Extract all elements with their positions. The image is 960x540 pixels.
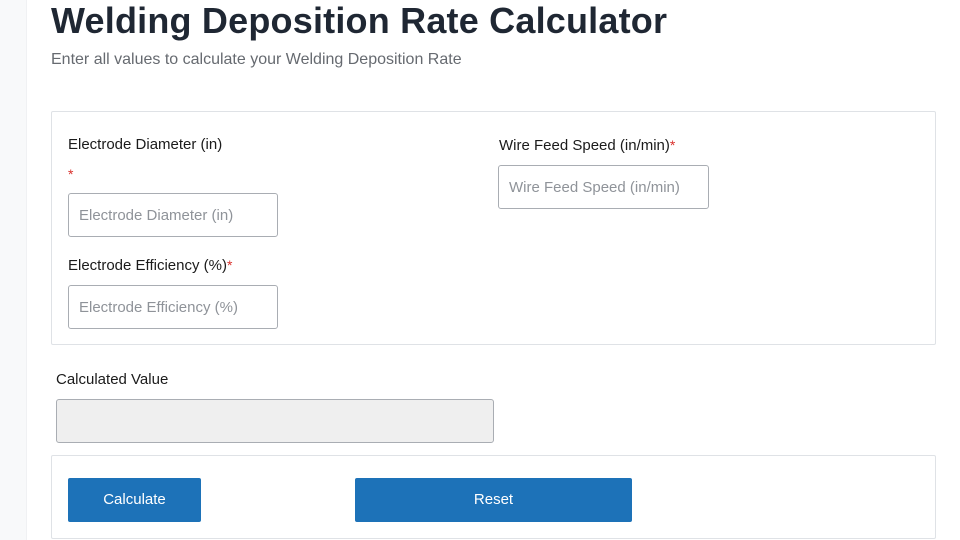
- electrode-diameter-label-text: Electrode Diameter (in): [68, 136, 223, 153]
- calculate-button[interactable]: Calculate: [68, 478, 201, 522]
- electrode-efficiency-label: Electrode Efficiency (%)*: [68, 256, 232, 275]
- wire-feed-speed-label: Wire Feed Speed (in/min)*: [499, 136, 675, 155]
- electrode-efficiency-input[interactable]: [68, 285, 278, 329]
- calculated-value-label: Calculated Value: [56, 371, 169, 388]
- electrode-efficiency-label-text: Electrode Efficiency (%): [68, 257, 227, 274]
- wire-feed-speed-input[interactable]: [498, 165, 709, 209]
- electrode-efficiency-required-mark: *: [226, 257, 233, 273]
- page-subtitle: Enter all values to calculate your Weldi…: [51, 51, 462, 68]
- reset-button[interactable]: Reset: [355, 478, 632, 522]
- electrode-diameter-input[interactable]: [68, 193, 278, 237]
- left-margin-strip: [0, 0, 27, 540]
- electrode-diameter-required-mark: *: [68, 166, 74, 182]
- page-title: Welding Deposition Rate Calculator: [51, 0, 668, 41]
- electrode-diameter-label: Electrode Diameter (in): [68, 136, 222, 154]
- input-form-card: Electrode Diameter (in) * Electrode Effi…: [51, 111, 936, 345]
- calculated-value-output: [56, 399, 494, 443]
- wire-feed-speed-label-text: Wire Feed Speed (in/min): [499, 137, 670, 154]
- actions-card: Calculate Reset: [51, 455, 936, 539]
- wire-feed-speed-required-mark: *: [669, 137, 676, 153]
